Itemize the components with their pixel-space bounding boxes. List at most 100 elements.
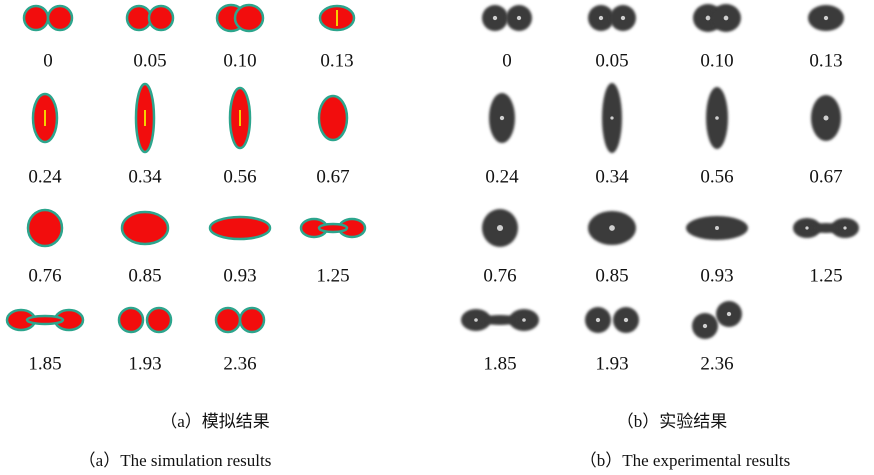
highlight — [609, 225, 615, 231]
time-label: 0.13 — [320, 50, 353, 71]
droplet — [210, 217, 270, 239]
highlight — [497, 225, 503, 231]
highlight — [500, 116, 504, 120]
time-label: 0.56 — [700, 166, 733, 187]
droplet — [320, 6, 354, 30]
droplet — [693, 4, 741, 32]
droplet — [588, 211, 636, 245]
caption: （b）实验结果 — [617, 412, 728, 431]
droplet — [217, 5, 263, 31]
droplet — [24, 6, 72, 30]
droplet — [28, 210, 62, 246]
highlight — [596, 318, 600, 322]
time-label: 0 — [502, 50, 512, 71]
droplet — [585, 307, 639, 333]
droplet-body — [210, 217, 270, 239]
time-label: 1.93 — [595, 353, 628, 374]
time-label: 0.34 — [128, 166, 162, 187]
droplet-body — [235, 5, 263, 31]
highlight — [706, 16, 711, 21]
highlight — [715, 116, 719, 120]
droplet-frames: 0 0.05 0.10 0.13 0.24 0.34 0.56 0.67 0.76 0.85 0.9… — [7, 4, 859, 374]
time-label: 0.10 — [223, 50, 256, 71]
time-label: 0.93 — [700, 265, 733, 286]
time-label: 0.34 — [595, 166, 629, 187]
droplet — [686, 216, 748, 240]
time-label: 1.85 — [28, 353, 61, 374]
highlight — [824, 16, 828, 20]
time-label: 0.24 — [28, 166, 62, 187]
time-label: 2.36 — [700, 353, 733, 374]
time-label: 1.85 — [483, 353, 516, 374]
droplet — [482, 5, 532, 31]
droplet — [319, 96, 347, 140]
droplet — [811, 95, 841, 141]
droplet — [588, 5, 636, 31]
time-label: 2.36 — [223, 353, 256, 374]
droplet — [461, 309, 539, 331]
time-label: 0.05 — [133, 50, 166, 71]
highlight — [727, 312, 731, 316]
droplet-body — [119, 308, 143, 332]
time-label: 0.24 — [485, 166, 519, 187]
droplet — [602, 83, 622, 153]
droplet — [216, 308, 264, 332]
time-label: 0.13 — [809, 50, 842, 71]
time-label: 0.85 — [128, 265, 161, 286]
droplet — [127, 6, 173, 30]
time-label: 0.76 — [483, 265, 516, 286]
droplet-body — [122, 212, 168, 244]
droplet — [136, 84, 154, 152]
droplet — [489, 93, 515, 143]
highlight — [522, 318, 526, 322]
droplet — [482, 209, 518, 247]
highlight — [599, 16, 603, 20]
droplet-body — [127, 6, 151, 30]
droplet — [793, 218, 859, 238]
time-label: 0.10 — [700, 50, 733, 71]
droplet — [33, 94, 57, 142]
highlight — [624, 318, 628, 322]
droplet-body — [48, 6, 72, 30]
highlight — [474, 318, 478, 322]
time-label: 0.05 — [595, 50, 628, 71]
droplet-body — [216, 308, 240, 332]
droplet — [301, 219, 365, 237]
time-label: 0.67 — [809, 166, 842, 187]
time-label: 0.93 — [223, 265, 256, 286]
time-label: 0.76 — [28, 265, 61, 286]
highlight — [715, 226, 719, 230]
droplet — [808, 5, 844, 31]
highlight — [724, 16, 729, 21]
droplet-body — [147, 308, 171, 332]
droplet — [692, 301, 742, 339]
highlight — [493, 16, 497, 20]
caption: （a）The simulation results — [79, 451, 272, 470]
droplet — [122, 212, 168, 244]
highlight — [843, 226, 846, 229]
droplet — [706, 87, 728, 149]
droplet-body — [149, 6, 173, 30]
droplet-body — [27, 316, 63, 324]
droplet — [119, 308, 171, 332]
highlight — [805, 226, 808, 229]
time-label: 0.56 — [223, 166, 256, 187]
droplet — [230, 88, 250, 148]
time-label: 1.93 — [128, 353, 161, 374]
droplet-body — [481, 315, 519, 325]
highlight — [703, 324, 707, 328]
highlight — [517, 16, 521, 20]
highlight — [621, 16, 625, 20]
highlight — [823, 115, 828, 120]
time-label: 0 — [43, 50, 53, 71]
droplet-body — [811, 223, 841, 233]
time-label: 1.25 — [809, 265, 842, 286]
droplet-body — [240, 308, 264, 332]
caption: （b）The experimental results — [580, 451, 791, 470]
figure: 0 0.05 0.10 0.13 0.24 0.34 0.56 0.67 0.76 0.85 0.9… — [0, 0, 874, 475]
droplet-body — [319, 96, 347, 140]
droplet-body — [319, 224, 347, 232]
droplet-body — [24, 6, 48, 30]
time-label: 0.85 — [595, 265, 628, 286]
time-label: 1.25 — [316, 265, 349, 286]
